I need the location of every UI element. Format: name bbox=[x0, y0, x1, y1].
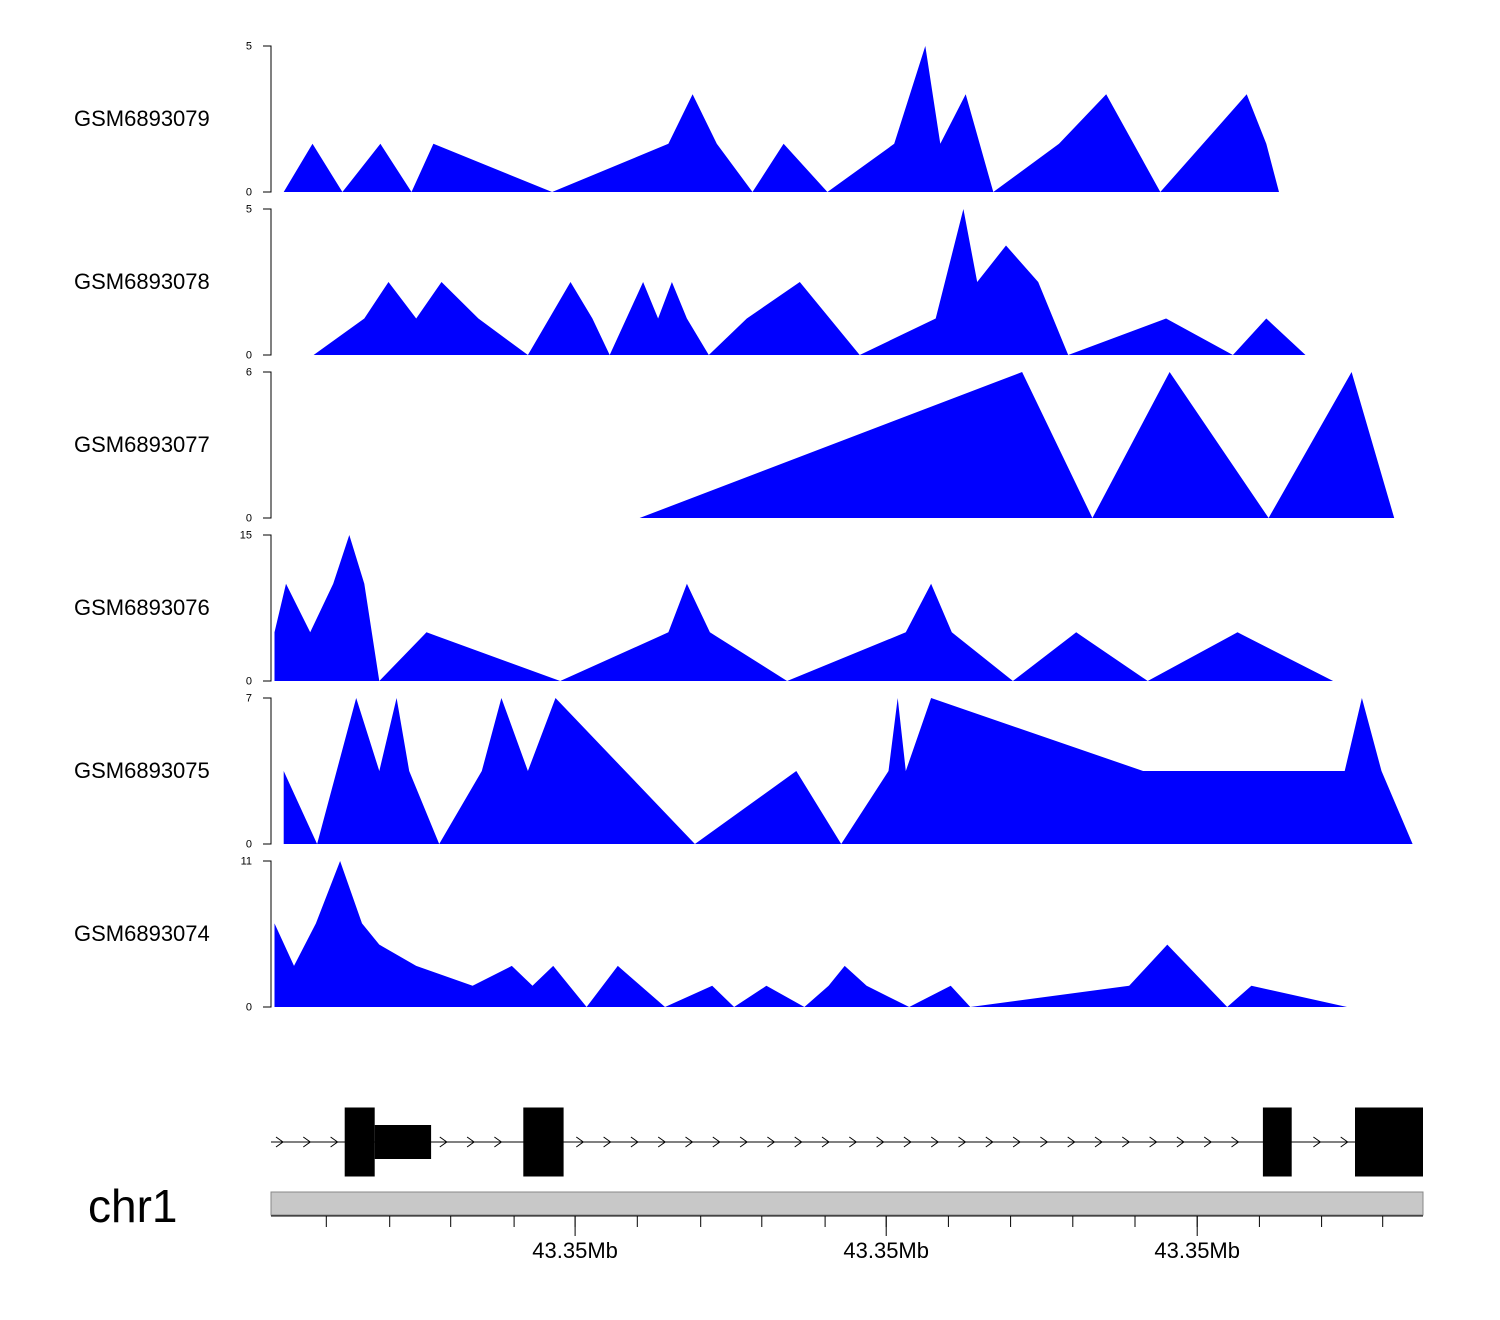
y-tick-label-min: 0 bbox=[246, 676, 252, 688]
coverage-area bbox=[639, 372, 1395, 518]
strand-arrow bbox=[1313, 1136, 1322, 1148]
strand-arrow bbox=[685, 1136, 694, 1148]
y-axis-line bbox=[263, 208, 272, 356]
track-label: GSM6893076 bbox=[74, 595, 210, 620]
strand-arrow bbox=[1176, 1136, 1185, 1148]
strand-arrow bbox=[1040, 1136, 1049, 1148]
strand-arrow bbox=[930, 1136, 940, 1148]
strand-arrow bbox=[330, 1136, 339, 1148]
y-tick-label-max: 11 bbox=[241, 856, 252, 868]
strand-arrow bbox=[1231, 1136, 1240, 1148]
track-label: GSM6893079 bbox=[74, 106, 210, 131]
x-tick-label: 43.35Mb bbox=[1154, 1238, 1240, 1263]
coverage-area bbox=[313, 209, 1371, 355]
track-GSM6893078: GSM6893078 5 0 bbox=[74, 204, 1371, 362]
y-axis-line bbox=[263, 371, 272, 519]
chromosome-label: chr1 bbox=[88, 1180, 177, 1232]
strand-arrow bbox=[985, 1136, 994, 1148]
strand-arrow bbox=[712, 1136, 721, 1148]
coverage-area bbox=[283, 46, 1348, 192]
x-tick-label: 43.35Mb bbox=[843, 1238, 929, 1263]
track-GSM6893079: GSM6893079 5 0 bbox=[74, 41, 1348, 199]
gene-model-track bbox=[271, 1107, 1423, 1177]
track-label: GSM6893077 bbox=[74, 432, 210, 457]
y-tick-label-min: 0 bbox=[246, 1002, 252, 1014]
strand-arrow bbox=[630, 1136, 639, 1148]
strand-arrow bbox=[657, 1136, 667, 1148]
y-tick-label-max: 15 bbox=[240, 530, 252, 542]
strand-arrow bbox=[849, 1136, 858, 1148]
strand-arrow bbox=[876, 1136, 885, 1148]
strand-arrow bbox=[1094, 1136, 1103, 1148]
track-label: GSM6893074 bbox=[74, 921, 210, 946]
y-axis-line bbox=[263, 534, 272, 682]
strand-arrow bbox=[958, 1136, 967, 1148]
strand-arrow bbox=[1067, 1136, 1076, 1148]
y-tick-label-min: 0 bbox=[246, 350, 252, 362]
strand-arrow bbox=[576, 1136, 585, 1148]
chromosome-band bbox=[270, 1191, 1424, 1216]
strand-arrow bbox=[1340, 1136, 1349, 1148]
genomic-x-axis: 43.35Mb 43.35Mb 43.35Mb bbox=[271, 1215, 1423, 1263]
coverage-area bbox=[274, 861, 1347, 1007]
y-tick-label-min: 0 bbox=[246, 513, 252, 525]
y-tick-label-max: 6 bbox=[246, 367, 252, 379]
exon-block bbox=[523, 1107, 564, 1177]
exon-block bbox=[1262, 1107, 1292, 1177]
strand-arrow bbox=[1012, 1136, 1021, 1148]
strand-arrow bbox=[1149, 1136, 1158, 1148]
strand-arrow bbox=[903, 1136, 912, 1148]
coverage-area bbox=[283, 698, 1413, 844]
y-tick-label-max: 7 bbox=[246, 693, 252, 705]
strand-arrow bbox=[821, 1136, 830, 1148]
ideogram-track: chr1 bbox=[88, 1180, 1424, 1232]
strand-arrow bbox=[1203, 1136, 1213, 1148]
x-tick-label: 43.35Mb bbox=[532, 1238, 618, 1263]
y-axis-line bbox=[263, 860, 272, 1008]
track-GSM6893077: GSM6893077 6 0 bbox=[74, 367, 1395, 525]
exon-short-block bbox=[374, 1125, 432, 1159]
strand-arrow bbox=[466, 1136, 475, 1148]
track-GSM6893075: GSM6893075 7 0 bbox=[74, 693, 1413, 851]
track-GSM6893074: GSM6893074 11 0 bbox=[74, 856, 1347, 1014]
strand-arrow bbox=[603, 1136, 612, 1148]
exon-block bbox=[1355, 1107, 1423, 1177]
coverage-tracks: GSM689307950GSM689307850GSM689307760GSM6… bbox=[74, 41, 1413, 1014]
y-tick-label-min: 0 bbox=[246, 187, 252, 199]
y-tick-label-max: 5 bbox=[246, 204, 252, 216]
strand-arrow bbox=[275, 1136, 284, 1148]
strand-arrow bbox=[794, 1136, 803, 1148]
strand-arrow bbox=[739, 1136, 748, 1148]
y-axis-line bbox=[263, 45, 272, 193]
strand-arrow bbox=[1122, 1136, 1131, 1148]
exon-block bbox=[344, 1107, 375, 1177]
y-tick-label-max: 5 bbox=[246, 41, 252, 53]
y-tick-label-min: 0 bbox=[246, 839, 252, 851]
strand-arrow bbox=[439, 1136, 448, 1148]
y-axis-line bbox=[263, 697, 272, 845]
track-GSM6893076: GSM6893076 15 0 bbox=[74, 530, 1334, 688]
strand-arrow bbox=[303, 1136, 312, 1148]
strand-arrow bbox=[494, 1136, 503, 1148]
track-label: GSM6893075 bbox=[74, 758, 210, 783]
coverage-area bbox=[274, 535, 1334, 681]
strand-arrow bbox=[767, 1136, 776, 1148]
track-label: GSM6893078 bbox=[74, 269, 210, 294]
